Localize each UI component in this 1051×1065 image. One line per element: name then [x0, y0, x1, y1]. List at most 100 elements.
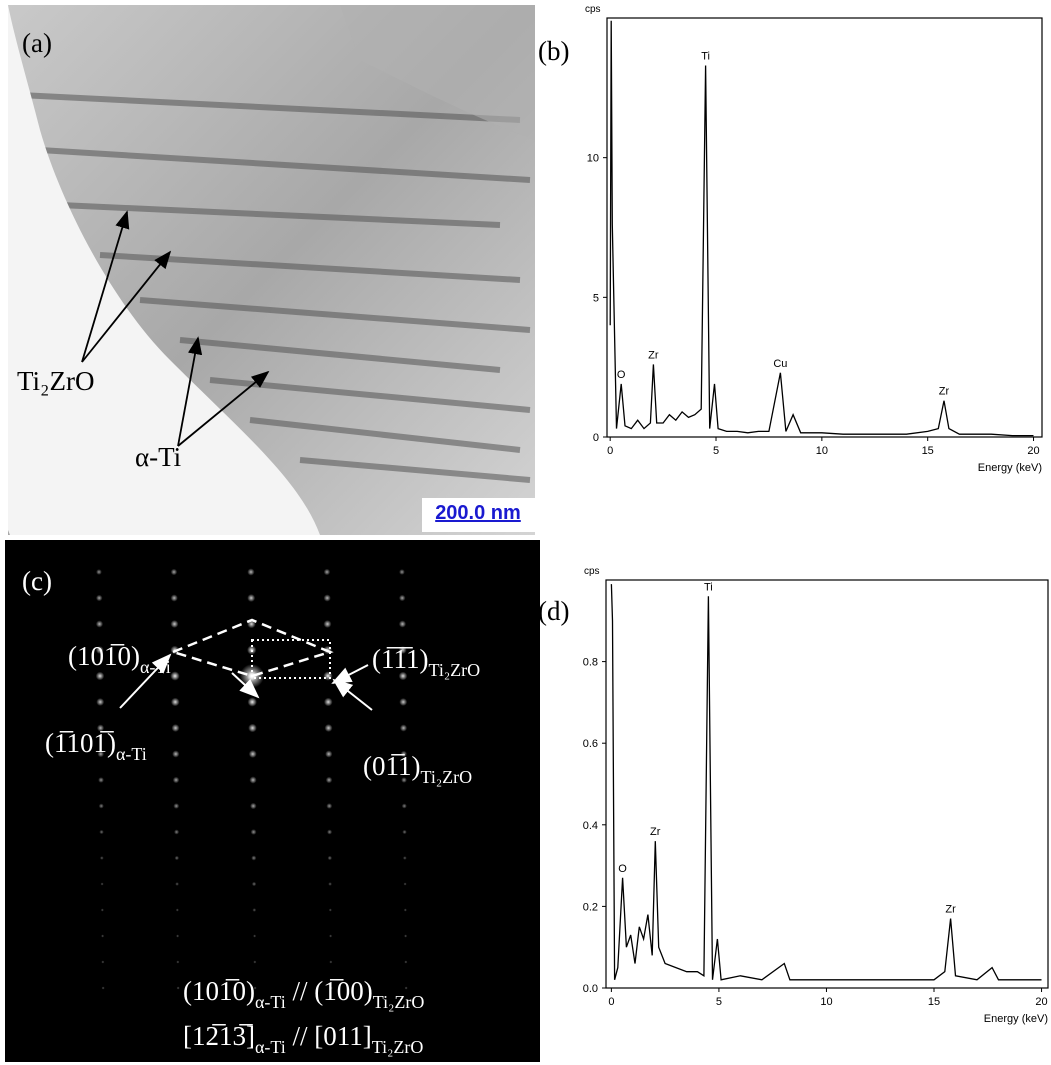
spot: [325, 776, 333, 784]
panel-c: (c) (101̅0)α-Ti (1̅1̅1)Ti₂ZrO (1̅101̅)α-…: [5, 540, 540, 1062]
spectrum-line: [610, 584, 1042, 981]
spot: [170, 568, 178, 576]
phase: Ti₂ZrO: [420, 767, 472, 787]
spot: [323, 697, 333, 707]
spot: [398, 594, 406, 602]
spot: [404, 960, 408, 964]
spot: [248, 750, 257, 758]
spot: [98, 777, 104, 783]
spot: [247, 594, 256, 602]
thick-region: [340, 5, 535, 140]
spot: [251, 855, 257, 861]
spot: [404, 986, 408, 990]
spot: [174, 829, 180, 835]
spot: [323, 568, 331, 576]
spectrum-chart: 0.0 0.2 0.4 0.6 0.8 0 5 10 15 20 cps Energy (keV) O Z…: [583, 566, 1049, 1025]
x-tick-label: 10: [820, 996, 832, 1008]
phase: α-Ti: [255, 1037, 286, 1057]
spot: [175, 908, 179, 912]
spot: [251, 881, 257, 887]
spot: [100, 882, 104, 886]
spot: [253, 960, 257, 964]
spot: [97, 750, 105, 758]
peak-label: Zr: [650, 826, 661, 838]
x-tick-label: 15: [922, 445, 934, 457]
spot: [401, 803, 407, 809]
spot: [249, 776, 257, 784]
spot: [253, 986, 257, 990]
x-tick-label: 0: [608, 996, 614, 1008]
phase: Ti₂ZrO: [373, 992, 425, 1012]
spot: [329, 986, 333, 990]
index: (101̅0): [183, 976, 255, 1006]
spot: [329, 934, 333, 938]
spot: [172, 750, 180, 758]
hole: [8, 5, 320, 535]
panel-label: (a): [22, 28, 52, 58]
spot: [95, 594, 103, 602]
spectrum-chart: 0 5 10 0 5 10 15 20 cps Energy (keV) O Zr Ti Cu Zr: [585, 4, 1043, 474]
spot: [170, 620, 179, 628]
spot: [95, 620, 104, 628]
x-tick-label: 20: [1027, 445, 1039, 457]
y-tick-label: 0.0: [583, 983, 598, 995]
phase: α-Ti: [255, 992, 286, 1012]
spot: [174, 855, 180, 861]
spot: [324, 724, 333, 732]
spot: [176, 960, 180, 964]
separator: //: [286, 976, 315, 1006]
peak-label: Ti: [704, 581, 713, 593]
y-tick-label: 0.8: [583, 657, 598, 669]
peak-label: Zr: [939, 386, 950, 398]
phase: Ti₂ZrO: [372, 1037, 424, 1057]
peak-label: O: [617, 369, 626, 381]
phase: α-Ti: [140, 657, 171, 677]
phase-label: α-Ti: [135, 442, 181, 472]
spot: [176, 986, 180, 990]
peak-label: Zr: [648, 349, 659, 361]
relation: [12̅13̅]α-Ti // [011]Ti₂ZrO: [183, 1021, 423, 1057]
x-tick-label: 0: [607, 445, 613, 457]
panel-label: (d): [538, 596, 569, 626]
spot: [99, 829, 104, 835]
spot: [399, 569, 405, 575]
spot: [95, 671, 105, 681]
relation: (101̅0)α-Ti // (1̅00)Ti₂ZrO: [183, 976, 424, 1012]
spot: [173, 803, 180, 809]
arrows: [119, 653, 373, 711]
y-tick-label: 10: [587, 153, 599, 165]
spot: [247, 697, 257, 707]
spot: [327, 829, 333, 835]
index: (101̅0): [68, 641, 140, 671]
spot: [253, 934, 257, 938]
spot: [96, 569, 102, 575]
spot: [325, 750, 333, 758]
x-axis-label: Energy (keV): [978, 462, 1042, 474]
spot: [323, 620, 332, 628]
spot: [398, 671, 408, 681]
spot: [328, 908, 332, 912]
spot: [101, 986, 105, 990]
spot: [398, 646, 407, 654]
spot: [252, 908, 257, 912]
x-tick-label: 10: [816, 445, 828, 457]
panel-label: (b): [538, 36, 569, 66]
diffraction-image: [5, 540, 540, 1062]
spot: [170, 697, 180, 707]
phase: α-Ti: [116, 744, 147, 764]
spot-label: (1̅1̅1)Ti₂ZrO: [372, 644, 480, 680]
spot: [100, 908, 104, 912]
spot: [400, 750, 408, 758]
index: [011]: [314, 1021, 371, 1051]
spot: [327, 855, 333, 861]
x-tick-label: 5: [716, 996, 722, 1008]
spot-label: (1̅101̅)α-Ti: [45, 728, 147, 764]
peak-label: Cu: [773, 358, 787, 370]
peak-label: Ti: [701, 50, 710, 62]
spot: [402, 829, 407, 835]
spot: [247, 568, 255, 576]
spot: [176, 934, 180, 938]
spot: [99, 856, 104, 860]
spot: [248, 723, 257, 733]
